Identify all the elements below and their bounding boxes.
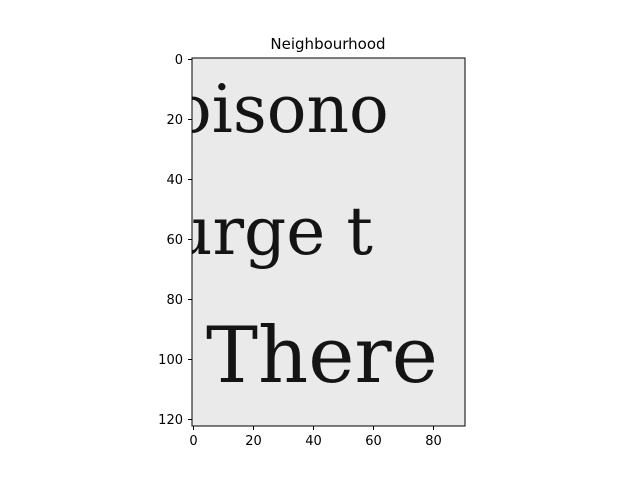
image-panel: oisono urge t There — [170, 58, 465, 426]
x-tick-label: 80 — [425, 434, 442, 449]
y-axis: 0 20 40 60 80 100 120 — [158, 53, 192, 428]
x-tick-label: 20 — [245, 434, 262, 449]
y-tick-label: 120 — [158, 413, 183, 428]
axes-frame — [191, 57, 466, 427]
y-tick-label: 20 — [166, 113, 183, 128]
x-tick-label: 60 — [365, 434, 382, 449]
paper-grain — [192, 58, 465, 426]
x-tick-label: 0 — [189, 434, 197, 449]
y-tick-label: 0 — [175, 53, 183, 68]
text-line-1: oisono — [172, 71, 389, 148]
x-axis: 0 20 40 60 80 — [189, 426, 442, 449]
plot-title: Neighbourhood — [270, 35, 385, 53]
y-tick-label: 100 — [158, 353, 183, 368]
y-tick-label: 80 — [166, 293, 183, 308]
y-tick-label: 40 — [166, 173, 183, 188]
text-line-2: urge t — [170, 193, 373, 270]
y-tick-label: 60 — [166, 233, 183, 248]
x-tick-label: 40 — [305, 434, 322, 449]
text-line-3: There — [206, 311, 438, 401]
